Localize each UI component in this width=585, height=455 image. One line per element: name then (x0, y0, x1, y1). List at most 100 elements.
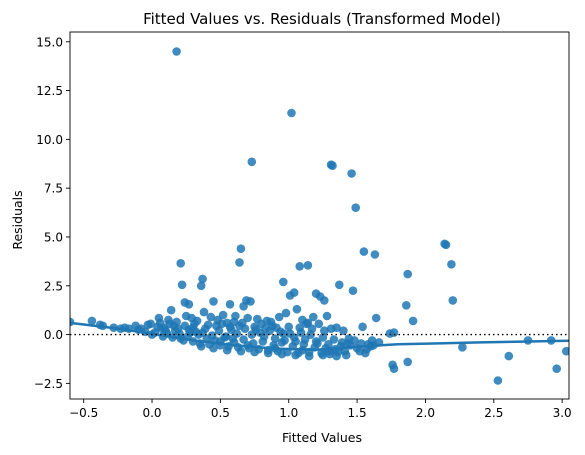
data-point (371, 313, 381, 323)
data-point (385, 329, 395, 338)
data-point (329, 335, 339, 344)
data-point (351, 203, 361, 212)
data-point (225, 300, 235, 309)
data-point (218, 310, 228, 320)
data-point (172, 317, 181, 327)
data-point (184, 325, 194, 335)
data-point (359, 247, 369, 256)
data-point (166, 305, 176, 315)
data-point (160, 323, 169, 333)
data-point (196, 342, 206, 351)
data-point (309, 312, 318, 322)
y-tick-label: 5.0 (44, 230, 63, 244)
y-tick-label: 7.5 (44, 182, 63, 196)
data-point (289, 333, 299, 342)
data-point (250, 347, 259, 357)
data-point (448, 296, 458, 305)
data-point (199, 307, 209, 317)
data-point (209, 343, 218, 353)
data-point (287, 108, 296, 118)
x-axis: −0.5 0.0 0.5 1.0 1.5 2.0 2.5 3.0 (69, 399, 572, 420)
data-point (146, 319, 155, 329)
data-point (458, 343, 467, 352)
x-tick-label: 0.5 (211, 406, 230, 420)
data-point (177, 280, 187, 290)
y-axis-label: Residuals (10, 190, 25, 249)
data-point (272, 323, 281, 333)
data-point (552, 364, 561, 374)
data-point (280, 336, 289, 345)
data-point (172, 47, 181, 56)
data-point (246, 297, 255, 306)
data-point (198, 328, 207, 337)
data-point (263, 348, 273, 358)
y-axis: −2.5 0.0 2.5 5.0 7.5 10.0 12.5 15.0 (34, 35, 70, 391)
data-point (292, 304, 302, 314)
data-point (279, 329, 288, 338)
data-point (217, 319, 227, 329)
data-point (87, 316, 97, 326)
data-point (196, 281, 206, 291)
data-point (337, 338, 347, 347)
data-point (279, 277, 288, 287)
data-point (289, 288, 299, 297)
y-tick-label: 15.0 (36, 35, 63, 49)
data-point (228, 334, 237, 343)
data-point (176, 259, 185, 268)
trend-line (70, 321, 569, 352)
data-point (402, 301, 411, 310)
data-point (304, 351, 314, 361)
x-tick-label: 1.0 (279, 406, 298, 420)
data-point (236, 346, 246, 356)
data-point (222, 345, 232, 355)
data-point (171, 326, 180, 336)
x-tick-label: 2.5 (484, 406, 503, 420)
data-point (447, 260, 456, 269)
data-point (250, 322, 259, 332)
data-point (318, 350, 328, 360)
data-point (243, 313, 252, 323)
data-point (235, 258, 244, 267)
data-point (320, 326, 329, 336)
data-point (303, 318, 313, 328)
data-point (389, 364, 399, 374)
data-point (277, 349, 287, 359)
data-point (300, 335, 310, 344)
data-point (198, 274, 207, 284)
data-point (255, 328, 265, 337)
y-tick-label: 2.5 (44, 279, 63, 293)
chart-title: Fitted Values vs. Residuals (Transformed… (143, 10, 501, 28)
data-point (203, 320, 213, 330)
data-point (229, 317, 239, 327)
data-point (303, 261, 313, 270)
data-point (284, 322, 294, 332)
data-point (322, 311, 332, 321)
data-point (314, 319, 324, 329)
data-point (562, 346, 569, 356)
x-tick-label: 0.0 (142, 406, 161, 420)
data-point (295, 323, 305, 333)
data-point (341, 350, 351, 360)
data-point (274, 312, 284, 322)
plot-frame (69, 31, 570, 400)
data-point (236, 244, 246, 253)
x-tick-label: 2.0 (416, 406, 435, 420)
y-tick-label: −2.5 (34, 377, 63, 391)
data-point (348, 286, 358, 296)
data-point (361, 348, 370, 358)
data-point (184, 300, 194, 309)
data-point (339, 326, 348, 336)
data-point (270, 334, 280, 343)
data-point (209, 297, 218, 306)
y-tick-label: 12.5 (36, 84, 63, 98)
data-point (335, 280, 344, 290)
data-point (320, 296, 329, 305)
data-point (332, 351, 341, 361)
x-tick-label: −0.5 (69, 406, 98, 420)
data-point (441, 240, 451, 250)
data-point (153, 322, 162, 332)
data-point (403, 269, 413, 279)
data-point (504, 351, 514, 361)
data-point (326, 324, 336, 334)
y-tick-label: 0.0 (44, 328, 63, 342)
